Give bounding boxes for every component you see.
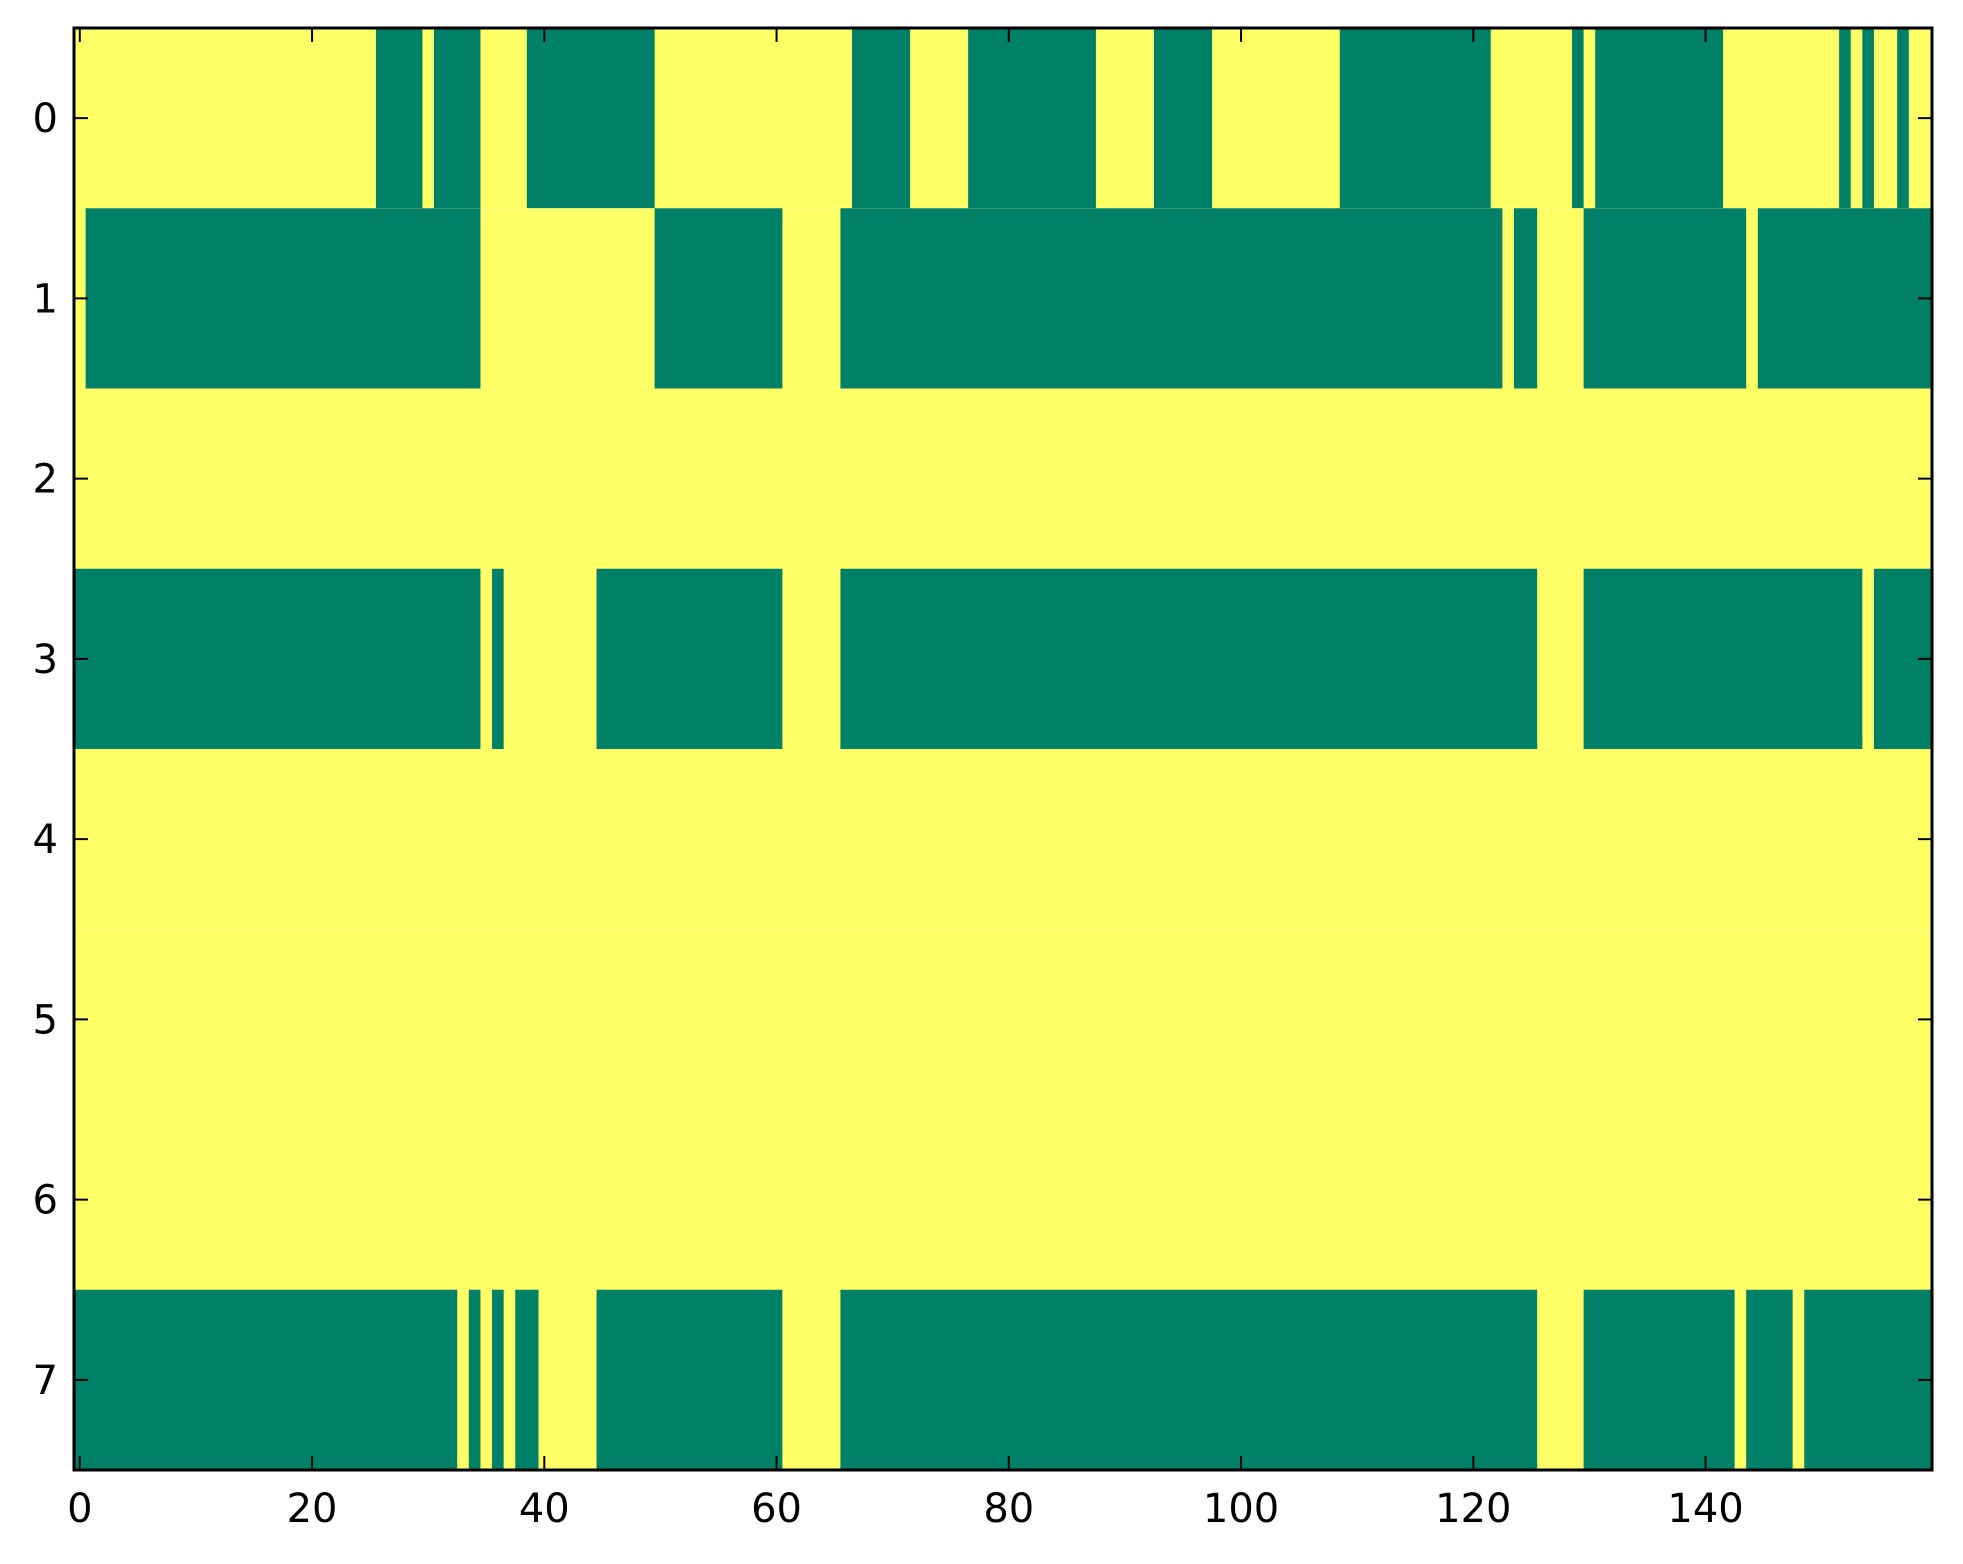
plot-frame xyxy=(72,26,1934,1472)
heatmap-cell-row-7-segment-7 xyxy=(1746,1289,1793,1470)
heatmap-cell-row-7-segment-5 xyxy=(840,1289,1538,1470)
y-tick-label-7: 7 xyxy=(33,1358,58,1404)
heatmap-row-5-background xyxy=(74,929,1932,1110)
x-tick-label-80: 80 xyxy=(983,1486,1034,1532)
x-tick-label-20: 20 xyxy=(287,1486,338,1532)
heatmap-cell-row-0-segment-6 xyxy=(1339,28,1491,209)
heatmap-row-4-background xyxy=(74,749,1932,930)
heatmap-cells xyxy=(74,28,1932,1470)
axis-ticks xyxy=(74,28,1932,1470)
y-tick-label-4: 4 xyxy=(33,817,58,863)
y-tick-label-3: 3 xyxy=(33,637,58,683)
heatmap-row-2-background xyxy=(74,388,1932,569)
heatmap-cell-row-0-segment-2 xyxy=(526,28,655,209)
y-tick-label-2: 2 xyxy=(33,457,58,503)
x-tick-label-60: 60 xyxy=(751,1486,802,1532)
heatmap-cell-row-3-segment-3 xyxy=(840,568,1538,749)
heatmap-cell-row-0-segment-0 xyxy=(375,28,423,209)
y-tick-label-0: 0 xyxy=(33,96,58,142)
heatmap-cell-row-3-segment-2 xyxy=(596,568,783,749)
y-tick-label-1: 1 xyxy=(33,276,58,322)
heatmap-cell-row-0-segment-10 xyxy=(1862,28,1874,209)
heatmap-cell-row-0-segment-5 xyxy=(1153,28,1213,209)
heatmap-cell-row-0-segment-7 xyxy=(1572,28,1584,209)
x-tick-label-40: 40 xyxy=(519,1486,570,1532)
x-tick-label-140: 140 xyxy=(1667,1486,1743,1532)
heatmap-cell-row-1-segment-4 xyxy=(1583,208,1747,389)
heatmap-cell-row-1-segment-1 xyxy=(654,208,783,389)
heatmap-cell-row-3-segment-4 xyxy=(1583,568,1863,749)
heatmap-cell-row-0-segment-8 xyxy=(1595,28,1723,209)
y-tick-label-6: 6 xyxy=(33,1178,58,1224)
x-tick-label-120: 120 xyxy=(1435,1486,1511,1532)
heatmap-cell-row-7-segment-1 xyxy=(468,1289,481,1470)
heatmap-cell-row-0-segment-3 xyxy=(852,28,911,209)
heatmap-cell-row-0-segment-11 xyxy=(1897,28,1909,209)
heatmap-cell-row-7-segment-0 xyxy=(74,1289,458,1470)
heatmap-cell-row-3-segment-0 xyxy=(74,568,481,749)
heatmap-cell-row-1-segment-0 xyxy=(85,208,481,389)
heatmap-cell-row-0-segment-1 xyxy=(433,28,481,209)
heatmap-cell-row-7-segment-4 xyxy=(596,1289,783,1470)
heatmap-cell-row-1-segment-2 xyxy=(840,208,1503,389)
x-tick-labels: 0 20 40 60 80 100 120 140 xyxy=(67,1486,1744,1532)
heatmap-cell-row-1-segment-5 xyxy=(1757,208,1932,389)
y-tick-labels: 0 1 2 3 4 5 6 7 xyxy=(33,96,58,1404)
heatmap-cell-row-1-segment-3 xyxy=(1513,208,1538,389)
heatmap-row-6-background xyxy=(74,1109,1932,1290)
heatmap-cell-row-7-segment-2 xyxy=(492,1289,504,1470)
heatmap-cell-row-7-segment-3 xyxy=(515,1289,539,1470)
heatmap-cell-row-0-segment-9 xyxy=(1839,28,1851,209)
x-tick-label-100: 100 xyxy=(1203,1486,1279,1532)
heatmap-cell-row-7-segment-8 xyxy=(1804,1289,1932,1470)
heatmap-cell-row-3-segment-1 xyxy=(492,568,504,749)
heatmap-cell-row-7-segment-6 xyxy=(1583,1289,1735,1470)
y-tick-label-5: 5 xyxy=(33,997,58,1043)
x-tick-label-0: 0 xyxy=(67,1486,92,1532)
heatmap-cell-row-0-segment-4 xyxy=(968,28,1096,209)
